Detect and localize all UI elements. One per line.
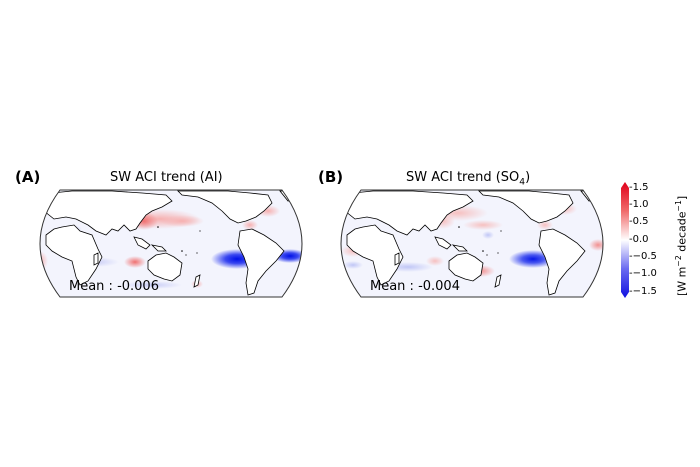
panel-a-letter: (A) bbox=[15, 168, 41, 186]
colorbar-tick: -0.0 bbox=[629, 234, 649, 245]
panel-b-title-prefix: SW ACI trend (SO bbox=[406, 170, 520, 185]
colorbar-tick: -0.5 bbox=[629, 216, 649, 227]
colorbar-tick: -−1.0 bbox=[629, 268, 657, 279]
colorbar-tick: -1.0 bbox=[629, 199, 649, 210]
panel-a-map bbox=[32, 189, 310, 299]
colorbar-tick: -−1.5 bbox=[629, 286, 657, 297]
panel-b-map bbox=[333, 189, 611, 299]
panel-b-mean-label: Mean : -0.004 bbox=[370, 279, 460, 294]
panel-b-title-subscript: 4 bbox=[519, 177, 526, 188]
panel-a-title: SW ACI trend (AI) bbox=[110, 170, 223, 185]
panel-b-letter: (B) bbox=[318, 168, 344, 186]
colorbar-label: [W m−2 decade−1] bbox=[674, 195, 689, 296]
panel-b-title-suffix: ) bbox=[525, 170, 531, 185]
panel-b-title: SW ACI trend (SO4) bbox=[406, 170, 530, 188]
panel-a-mean-label: Mean : -0.006 bbox=[69, 279, 159, 294]
colorbar-tick: -−0.5 bbox=[629, 251, 657, 262]
colorbar bbox=[620, 182, 630, 302]
colorbar-tick: -1.5 bbox=[629, 182, 649, 193]
